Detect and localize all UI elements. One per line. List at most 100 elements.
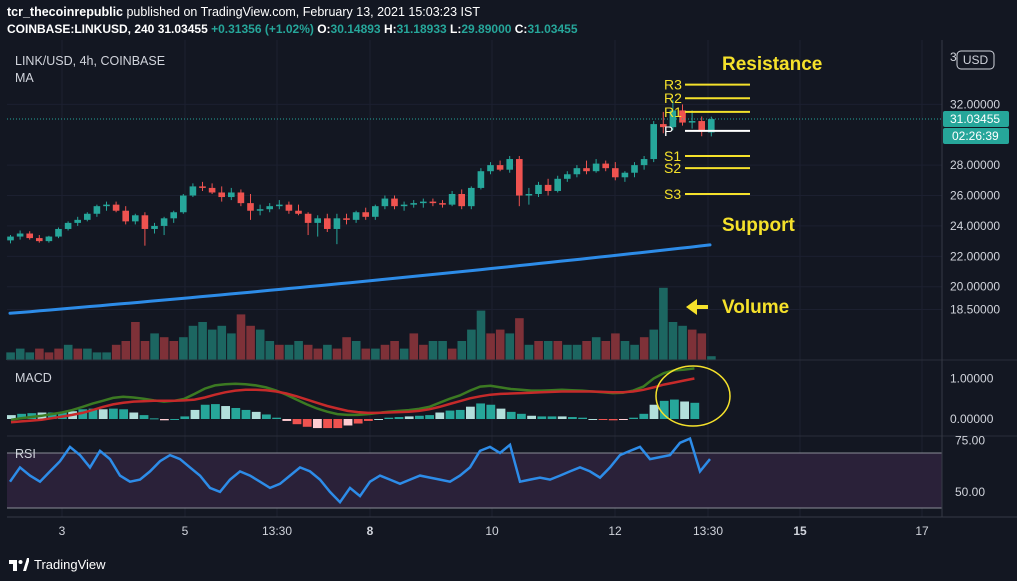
- volume-bar: [543, 341, 553, 360]
- volume-bar: [707, 356, 716, 360]
- volume-bar: [35, 348, 44, 360]
- currency-button[interactable]: [956, 50, 995, 70]
- candle-body: [372, 206, 379, 217]
- macd-histogram-bar: [129, 412, 139, 419]
- rsi-label: RSI: [15, 447, 36, 461]
- candle-body: [525, 194, 533, 196]
- volume-bar: [457, 341, 467, 360]
- volume-bar: [572, 344, 582, 360]
- macd-histogram-bar: [466, 406, 475, 419]
- macd-histogram-bar: [568, 417, 577, 419]
- candle-body: [151, 225, 158, 229]
- macd-histogram-bar: [323, 419, 332, 429]
- price-axis-label: 28.00000: [950, 158, 1000, 172]
- candle-body: [592, 163, 600, 172]
- macd-histogram-bar: [455, 409, 465, 419]
- candle-body: [285, 204, 293, 211]
- volume-bar: [6, 352, 15, 360]
- macd-axis-label: 1.00000: [950, 372, 994, 386]
- candle-body: [640, 159, 648, 166]
- volume-bar: [534, 341, 543, 360]
- macd-histogram-bar: [251, 411, 261, 419]
- candle-body: [612, 168, 619, 178]
- candle-body: [333, 218, 341, 229]
- macd-histogram: [7, 399, 700, 429]
- volume-bar: [639, 337, 649, 360]
- volume-bar: [83, 348, 92, 360]
- time-axis-label: 13:30: [693, 524, 723, 538]
- time-axis-label: 8: [367, 524, 374, 538]
- candle-body: [439, 203, 446, 205]
- candle-body: [7, 236, 14, 241]
- candle-body: [16, 233, 24, 237]
- volume-bar: [131, 322, 140, 360]
- volume-bar: [476, 310, 486, 360]
- candle-body: [84, 213, 91, 220]
- brand-name[interactable]: TradingView: [34, 557, 106, 572]
- candle-body: [218, 192, 225, 198]
- current-price-badge: [943, 111, 1009, 127]
- candle-body: [122, 210, 129, 222]
- time-axis-label: 12: [608, 524, 622, 538]
- candle-body: [391, 198, 398, 207]
- volume-bar: [332, 348, 342, 360]
- macd-histogram-bar: [149, 418, 159, 420]
- volume-bar: [649, 329, 659, 360]
- ohlc-high: 31.18933: [396, 22, 447, 36]
- candle-body: [189, 186, 197, 196]
- macd-histogram-bar: [527, 415, 536, 419]
- macd-histogram-bar: [353, 419, 363, 424]
- volume-bar: [227, 333, 236, 360]
- macd-histogram-bar: [578, 417, 587, 419]
- macd-histogram-bar: [649, 404, 659, 419]
- time-axis-label: 3: [59, 524, 66, 538]
- price-axis-label: 22.00000: [950, 249, 1000, 263]
- volume-bar: [611, 333, 620, 360]
- publish-header: tcr_thecoinrepublic published on Trading…: [0, 0, 1017, 40]
- candle-body: [36, 238, 43, 242]
- candle-body: [26, 233, 33, 239]
- candle-body: [180, 195, 187, 213]
- volume-bar: [697, 333, 707, 360]
- volume-bar: [63, 344, 73, 360]
- volume-bar: [409, 333, 419, 360]
- macd-histogram-bar: [690, 402, 700, 419]
- volume-bar: [92, 352, 102, 360]
- left-arrow-icon: [686, 299, 708, 315]
- candle-body: [160, 218, 168, 226]
- candle-body: [45, 236, 53, 242]
- volume-bar: [179, 337, 188, 360]
- volume-bar: [284, 344, 294, 360]
- volume-bar: [582, 341, 591, 360]
- macd-histogram-bar: [415, 415, 424, 419]
- macd-histogram-bar: [241, 409, 251, 419]
- signal-line: [10, 377, 695, 424]
- price-axis[interactable]: 32.00000 28.00000 26.00000 24.00000 22.00000…: [943, 97, 1009, 499]
- currency-label: USD: [963, 53, 989, 67]
- volume-bar: [246, 325, 255, 360]
- volume-bar: [505, 333, 515, 360]
- candle-body: [420, 201, 427, 204]
- rsi-line: [8, 436, 711, 505]
- volume-bar: [255, 329, 265, 360]
- macd-histogram-bar: [425, 415, 434, 419]
- candle-body: [583, 168, 590, 172]
- support-label: Support: [722, 215, 795, 236]
- macd-histogram-bar: [670, 399, 679, 419]
- volume-bar: [236, 314, 246, 360]
- volume-bar: [44, 352, 54, 360]
- macd-histogram-bar: [231, 407, 241, 419]
- time-axis[interactable]: 3 5 13:30 8 10 12 13:30 15 17: [59, 524, 929, 538]
- candle-body: [208, 187, 216, 193]
- candle-body: [64, 222, 72, 229]
- ohlc-open: 30.14893: [330, 22, 381, 36]
- last-price: 31.03455: [157, 22, 208, 36]
- price-axis-top-partial: 3: [950, 50, 957, 64]
- ohlc-close-label: C:: [514, 22, 528, 36]
- macd-histogram-bar: [313, 419, 322, 429]
- macd-histogram-bar: [262, 414, 271, 419]
- rsi-axis-label: 75.00: [955, 434, 985, 448]
- ohlc-low: 29.89000: [461, 22, 512, 36]
- macd-histogram-bar: [374, 419, 383, 420]
